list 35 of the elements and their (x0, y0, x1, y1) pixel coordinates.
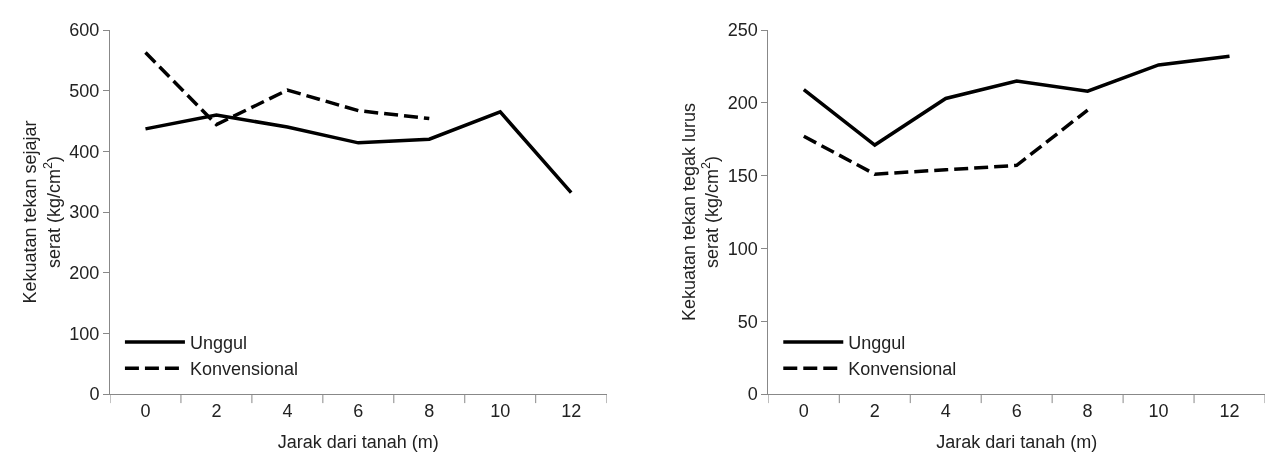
legend-label: Konvensional (848, 359, 957, 380)
y-tick-label: 600 (69, 20, 100, 41)
x-tick-label: 4 (282, 400, 293, 421)
y-tick-label: 250 (727, 20, 758, 41)
y-tick-label: 200 (727, 93, 758, 114)
x-tick-label: 6 (1011, 400, 1022, 421)
line-series (802, 108, 1090, 176)
x-tick-label: 2 (869, 400, 880, 421)
line-series (802, 54, 1232, 147)
x-tick-label: 4 (940, 400, 951, 421)
y-tick-label: 400 (69, 141, 100, 162)
legend-label: Unggul (189, 332, 247, 353)
y-tick-label: 150 (727, 165, 758, 186)
x-axis-title: Jarak dari tanah (m) (277, 431, 439, 452)
x-tick-label: 8 (1082, 400, 1093, 421)
y-tick-label: 500 (69, 80, 100, 101)
x-axis-title: Jarak dari tanah (m) (936, 431, 1098, 452)
x-tick-label: 0 (140, 400, 151, 421)
x-tick-label: 0 (798, 400, 809, 421)
y-tick-label: 100 (727, 238, 758, 259)
x-tick-label: 12 (561, 400, 582, 421)
y-tick-label: 100 (69, 323, 100, 344)
x-tick-label: 12 (1219, 400, 1240, 421)
y-tick-label: 50 (737, 311, 758, 332)
y-tick-label: 0 (747, 384, 758, 405)
x-tick-label: 6 (353, 400, 364, 421)
x-tick-label: 10 (490, 400, 511, 421)
x-tick-label: 2 (211, 400, 222, 421)
x-tick-label: 10 (1148, 400, 1169, 421)
y-tick-label: 300 (69, 202, 100, 223)
x-tick-label: 8 (424, 400, 435, 421)
y-tick-label: 200 (69, 262, 100, 283)
legend-label: Unggul (848, 332, 906, 353)
legend-label: Konvensional (189, 359, 299, 380)
y-tick-label: 0 (89, 384, 100, 405)
